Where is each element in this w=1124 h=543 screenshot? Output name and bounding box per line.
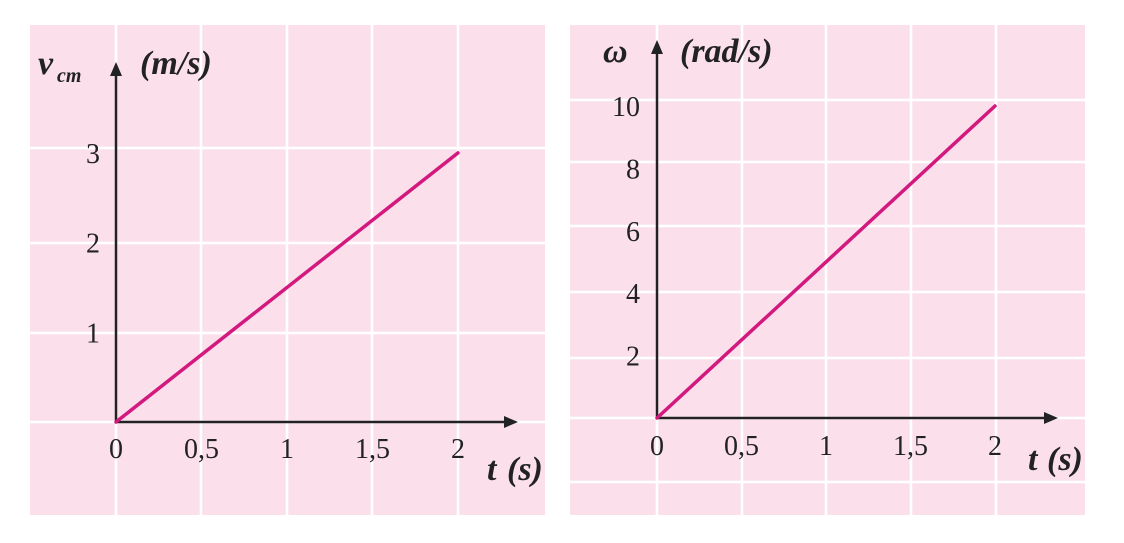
angular-velocity-y-tick-label: 8 [626,154,640,185]
velocity-y-tick-label: 3 [86,139,100,170]
angular-velocity-axes [651,40,1058,424]
angular-velocity-y-unit: (rad/s) [680,33,773,70]
velocity-x-tick-label: 1 [280,434,294,465]
angular-velocity-x-tick-label: 1 [819,431,833,462]
velocity-y-axis-arrow [110,62,122,76]
angular-velocity-chart: 0 0,5 1 1,5 2 2 4 6 8 10 ω (rad/s) t (s) [570,25,1085,515]
angular-velocity-series-line [655,104,997,420]
angular-velocity-y-axis-arrow [651,40,663,54]
angular-velocity-x-tick-label: 2 [988,431,1002,462]
velocity-x-unit: (s) [507,451,543,488]
angular-velocity-x-tick-label: 0 [650,431,664,462]
angular-velocity-y-tick-label: 10 [612,92,640,123]
angular-velocity-x-tick-label: 0,5 [724,431,759,462]
angular-velocity-x-axis-arrow [1044,412,1058,424]
angular-velocity-y-symbol: ω [603,33,628,70]
angular-velocity-x-unit: (s) [1047,441,1083,478]
angular-velocity-y-tick-label: 4 [626,279,640,310]
velocity-x-tick-label: 0,5 [184,434,219,465]
velocity-axes [110,62,518,428]
velocity-tick-labels: 0 0,5 1 1,5 2 1 2 3 [86,139,465,465]
angular-velocity-x-symbol: t [1028,441,1039,478]
velocity-chart: 0 0,5 1 1,5 2 1 2 3 v cm (m/s) t (s) [30,25,545,515]
angular-velocity-x-tick-label: 1,5 [893,431,928,462]
velocity-x-tick-label: 0 [109,434,123,465]
angular-velocity-y-tick-label: 6 [626,217,640,248]
velocity-x-tick-label: 2 [451,434,465,465]
velocity-x-tick-label: 1,5 [355,434,390,465]
velocity-series-line [114,151,460,424]
angular-velocity-y-tick-label: 2 [626,342,640,373]
velocity-y-symbol: v [38,45,54,82]
velocity-series [114,151,460,424]
angular-velocity-series [655,104,997,420]
velocity-y-unit: (m/s) [140,45,212,82]
velocity-y-tick-label: 1 [86,318,100,349]
velocity-x-axis-arrow [504,416,518,428]
velocity-y-subscript: cm [57,65,81,87]
velocity-y-tick-label: 2 [86,229,100,260]
velocity-x-symbol: t [487,451,498,488]
angular-velocity-tick-labels: 0 0,5 1 1,5 2 2 4 6 8 10 [612,92,1002,462]
